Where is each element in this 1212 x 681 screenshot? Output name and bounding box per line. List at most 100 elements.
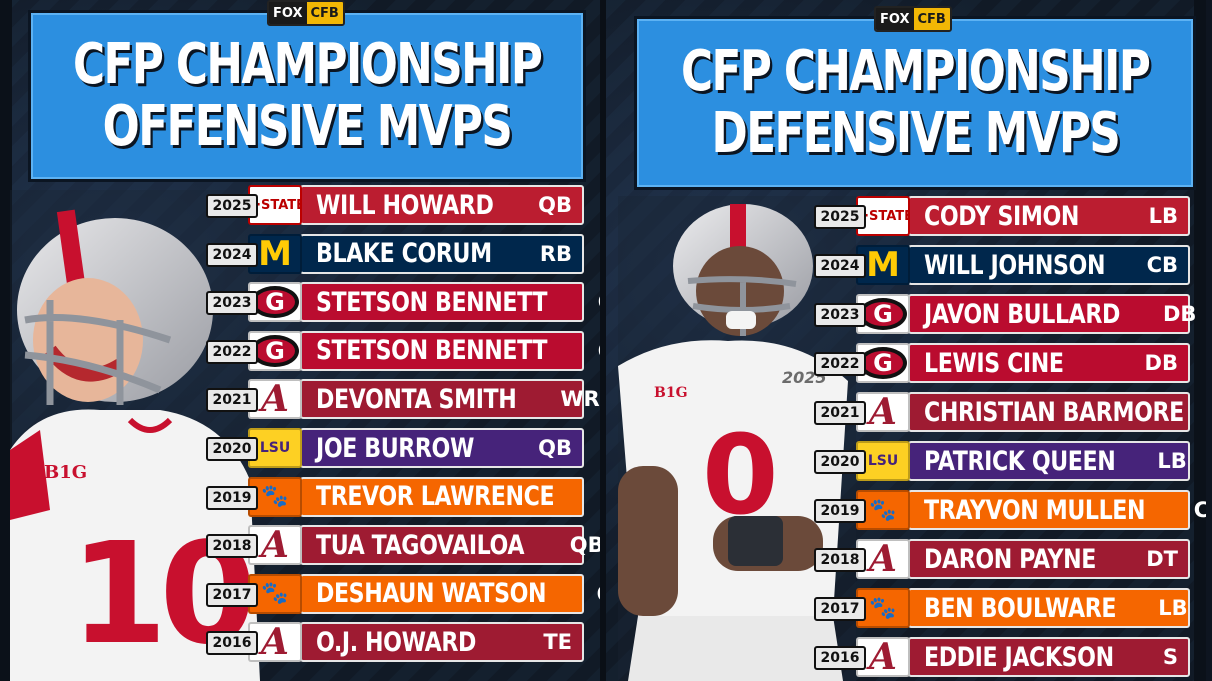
player-name: CHRISTIAN BARMORE bbox=[924, 396, 1184, 428]
fox-cfb-logo: FOX CFB bbox=[874, 6, 952, 32]
title-line-1: CFP CHAMPIONSHIP bbox=[72, 32, 543, 97]
mvp-row: JAVON BULLARD DB G 2023 bbox=[814, 294, 1196, 334]
player-name: EDDIE JACKSON bbox=[924, 641, 1114, 673]
title-banner: CFP CHAMPIONSHIP DEFENSIVE MVPS bbox=[634, 16, 1196, 190]
season-year: 2021 bbox=[814, 401, 866, 425]
alabama-logo: A bbox=[248, 622, 302, 663]
player-position: S bbox=[1162, 645, 1178, 669]
mvp-bar: LEWIS CINE DB bbox=[908, 343, 1190, 383]
fox-logo-text: FOX bbox=[876, 8, 914, 30]
ohio-state-logo: O·STATE bbox=[856, 196, 910, 236]
season-year: 2022 bbox=[814, 352, 866, 376]
offensive-mvps-panel: FOX CFB CFP CHAMPIONSHIP OFFENSIVE MVPS … bbox=[0, 0, 600, 681]
season-year: 2023 bbox=[206, 291, 258, 316]
player-name: PATRICK QUEEN bbox=[924, 445, 1116, 477]
defensive-mvps-panel: FOX CFB CFP CHAMPIONSHIP DEFENSIVE MVPS … bbox=[606, 0, 1206, 681]
mvp-bar: JOE BURROW QB bbox=[300, 428, 584, 468]
mvp-bar: JAVON BULLARD DB bbox=[908, 294, 1196, 334]
player-name: O.J. HOWARD bbox=[316, 626, 476, 658]
mvp-row: PATRICK QUEEN LB LSU 2020 bbox=[814, 441, 1190, 481]
mvp-row: TRAYVON MULLEN CB 🐾2019 bbox=[814, 490, 1206, 530]
player-name: DARON PAYNE bbox=[924, 543, 1097, 575]
season-year: 2025 bbox=[206, 194, 258, 218]
season-year: 2023 bbox=[814, 303, 866, 327]
player-name: JAVON BULLARD bbox=[924, 298, 1120, 330]
mvp-row: DESHAUN WATSONQB🐾2017 bbox=[206, 573, 600, 614]
georgia-logo: G bbox=[856, 294, 910, 334]
mvp-row: WILL JOHNSON CB M 2024 bbox=[814, 245, 1190, 285]
season-year: 2024 bbox=[814, 254, 866, 278]
player-position: LB bbox=[1148, 204, 1178, 228]
player-name: STETSON BENNETT bbox=[316, 286, 548, 318]
mvp-bar: DARON PAYNE DT bbox=[908, 539, 1190, 579]
mvp-row: TREVOR LAWRENCEQB🐾2019 bbox=[206, 476, 584, 517]
player-name: BEN BOULWARE bbox=[924, 592, 1117, 624]
alabama-logo: A bbox=[856, 637, 910, 677]
player-name: DEVONTA SMITH bbox=[316, 383, 517, 415]
clemson-logo: 🐾 bbox=[856, 490, 910, 530]
player-position: RB bbox=[539, 241, 572, 266]
player-position: QB bbox=[538, 193, 572, 217]
season-year: 2017 bbox=[206, 582, 258, 607]
mvp-row: LEWIS CINE DB G 2022 bbox=[814, 343, 1190, 383]
mvp-row: JOE BURROW QB LSU 2020 bbox=[206, 428, 584, 468]
season-year: 2016 bbox=[206, 631, 258, 656]
title-line-1: CFP CHAMPIONSHIP bbox=[680, 39, 1151, 104]
mvp-row: STETSON BENNETTQBG2022 bbox=[206, 330, 600, 371]
mvp-bar: BLAKE CORUM RB bbox=[300, 233, 584, 274]
mvp-bar: EDDIE JACKSON S bbox=[908, 637, 1190, 677]
player-position: WR bbox=[560, 387, 600, 412]
jersey-shape bbox=[10, 409, 260, 681]
mvp-bar: TUA TAGOVAILOA QB bbox=[300, 525, 600, 566]
player-position: DB bbox=[1144, 351, 1178, 375]
mvp-bar: PATRICK QUEEN LB bbox=[908, 441, 1190, 481]
edge-strip bbox=[1194, 0, 1206, 681]
mvp-bar: WILL JOHNSON CB bbox=[908, 245, 1190, 285]
player-name: DESHAUN WATSON bbox=[316, 578, 547, 610]
player-position: LB bbox=[1158, 596, 1188, 620]
player-name: STETSON BENNETT bbox=[316, 335, 548, 367]
fox-cfb-logo: FOX CFB bbox=[267, 0, 345, 26]
player-name: WILL HOWARD bbox=[316, 189, 494, 221]
player-name: WILL JOHNSON bbox=[924, 249, 1106, 281]
mvp-bar: DESHAUN WATSON QB bbox=[300, 573, 600, 614]
player-name: LEWIS CINE bbox=[924, 347, 1064, 379]
season-year: 2021 bbox=[206, 388, 258, 413]
mvp-row: CHRISTIAN BARMOREDTA2021 bbox=[814, 392, 1190, 432]
player-name: CODY SIMON bbox=[924, 200, 1080, 232]
mvp-bar: TRAYVON MULLEN CB bbox=[908, 490, 1206, 530]
player-position: TE bbox=[543, 630, 572, 655]
title-banner: CFP CHAMPIONSHIP OFFENSIVE MVPS bbox=[28, 10, 586, 182]
player-photo-cody-simon bbox=[618, 196, 856, 681]
mvp-row: TUA TAGOVAILOA QB A 2018 bbox=[206, 525, 600, 566]
season-year: 2019 bbox=[814, 499, 866, 523]
mvp-row: EDDIE JACKSON S A 2016 bbox=[814, 637, 1190, 677]
mvp-bar: STETSON BENNETT QB bbox=[300, 282, 600, 323]
season-year: 2024 bbox=[206, 242, 258, 267]
player-position: LB bbox=[1157, 449, 1187, 473]
player-name: TUA TAGOVAILOA bbox=[316, 529, 525, 561]
player-position: DB bbox=[1163, 302, 1197, 326]
mvp-bar: BEN BOULWARE LB bbox=[908, 588, 1190, 628]
edge-strip bbox=[0, 0, 12, 681]
panel-divider bbox=[600, 0, 606, 681]
mvp-bar: STETSON BENNETT QB bbox=[300, 330, 600, 371]
season-year: 2025 bbox=[814, 205, 866, 229]
player-position: DT bbox=[1146, 547, 1178, 571]
big-ten-logo: B1G bbox=[44, 462, 88, 483]
season-year: 2017 bbox=[814, 597, 866, 621]
mvp-bar: CHRISTIAN BARMOREDT bbox=[908, 392, 1190, 432]
cfb-logo-text: CFB bbox=[306, 2, 343, 24]
season-year: 2016 bbox=[814, 646, 866, 670]
player-name: JOE BURROW bbox=[316, 432, 474, 464]
player-position: QB bbox=[569, 533, 600, 558]
big-ten-logo: B1G bbox=[654, 385, 688, 401]
mvp-row: DARON PAYNE DT A 2018 bbox=[814, 539, 1190, 579]
mvp-bar: TREVOR LAWRENCEQB bbox=[300, 476, 584, 517]
mvp-bar: WILL HOWARD QB bbox=[300, 185, 584, 225]
mvp-bar: CODY SIMON LB bbox=[908, 196, 1190, 236]
mvp-row: BEN BOULWARE LB 🐾 2017 bbox=[814, 588, 1190, 628]
